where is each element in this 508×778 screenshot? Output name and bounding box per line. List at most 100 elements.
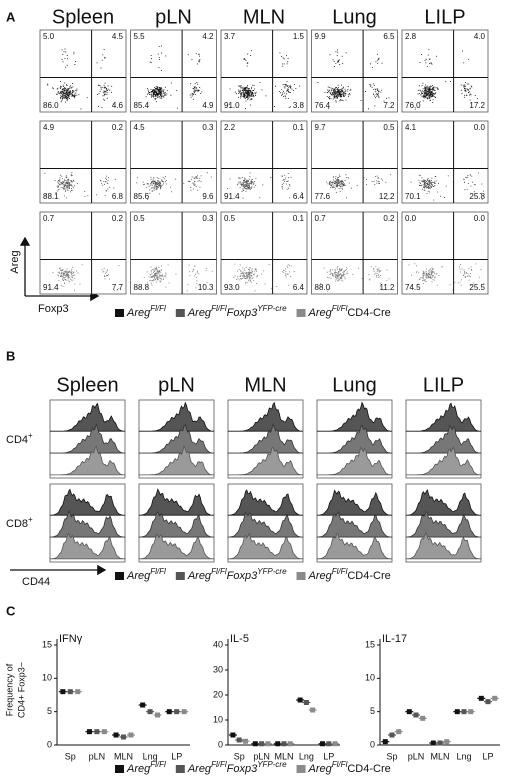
event-dot	[163, 94, 165, 96]
event-dot	[193, 90, 195, 92]
event-dot	[151, 91, 152, 93]
data-point	[128, 732, 134, 738]
event-dot	[424, 186, 426, 188]
event-dot	[428, 277, 430, 279]
event-dot	[429, 90, 431, 92]
event-dot	[433, 88, 435, 90]
dot-plot: 9.9 6.576.4 7.2	[311, 29, 398, 113]
event-dot	[336, 275, 337, 277]
event-dot	[424, 274, 426, 276]
event-dot	[247, 53, 249, 55]
event-dot	[67, 277, 69, 279]
event-dot	[66, 97, 68, 99]
event-dot	[368, 274, 370, 275]
event-dot	[288, 187, 289, 189]
event-dot	[376, 95, 378, 97]
event-dot	[63, 97, 65, 99]
event-dot	[246, 277, 248, 279]
event-dot	[416, 265, 417, 267]
event-dot	[63, 185, 65, 187]
event-dot	[483, 190, 484, 192]
event-dot	[106, 94, 108, 96]
event-dot	[153, 180, 155, 182]
row-text: +	[28, 431, 33, 440]
data-point	[310, 707, 316, 713]
event-dot	[340, 273, 341, 275]
event-dot	[469, 99, 471, 101]
event-dot	[336, 186, 338, 188]
event-dot	[427, 184, 429, 186]
event-dot	[62, 276, 64, 277]
event-dot	[161, 91, 163, 93]
event-dot	[163, 181, 164, 183]
event-dot	[159, 277, 161, 279]
event-dot	[112, 103, 114, 105]
event-dot	[244, 95, 246, 96]
event-dot	[426, 93, 428, 95]
event-dot	[146, 183, 148, 184]
event-dot	[200, 175, 202, 177]
event-dot	[251, 278, 253, 280]
event-dot	[380, 91, 382, 93]
event-dot	[158, 267, 160, 268]
event-dot	[377, 181, 379, 183]
event-dot	[61, 59, 63, 60]
event-dot	[329, 92, 331, 94]
event-dot	[340, 278, 341, 279]
event-dot	[465, 90, 467, 92]
panel-label: A	[6, 9, 16, 24]
event-dot	[193, 177, 195, 179]
event-dot	[344, 185, 346, 186]
quadrant-value: 1.5	[293, 32, 305, 41]
event-dot	[433, 271, 435, 273]
event-dot	[429, 184, 431, 186]
quadrant-value: 7.7	[112, 283, 124, 292]
event-dot	[341, 55, 343, 57]
event-dot	[69, 92, 71, 94]
event-dot	[339, 100, 341, 102]
event-dot	[159, 275, 161, 277]
event-dot	[344, 278, 346, 280]
event-dot	[158, 193, 160, 195]
legend-text: Foxp3	[227, 307, 258, 319]
quadrant-value: 85.6	[134, 192, 150, 201]
event-dot	[289, 184, 291, 185]
event-dot	[290, 276, 291, 278]
event-dot	[461, 279, 462, 281]
event-dot	[375, 89, 376, 91]
event-dot	[161, 274, 163, 276]
histogram	[50, 402, 126, 432]
event-dot	[330, 187, 331, 189]
event-dot	[335, 97, 337, 99]
event-dot	[245, 180, 247, 182]
event-dot	[471, 270, 473, 271]
event-dot	[427, 182, 429, 184]
event-dot	[426, 277, 428, 279]
event-dot	[445, 185, 447, 187]
event-dot	[159, 89, 161, 91]
event-dot	[418, 179, 420, 181]
histogram-stack	[405, 483, 482, 563]
event-dot	[430, 182, 432, 183]
event-dot	[154, 184, 156, 186]
event-dot	[164, 93, 166, 95]
event-dot	[60, 284, 62, 286]
event-dot	[197, 89, 199, 91]
plot-frame	[220, 29, 308, 113]
event-dot	[211, 270, 213, 272]
event-dot	[418, 184, 420, 186]
event-dot	[425, 270, 427, 272]
event-dot	[149, 192, 151, 194]
histogram-stack	[227, 399, 304, 479]
event-dot	[429, 94, 431, 96]
quadrant-value: 0.0	[405, 214, 417, 223]
event-dot	[429, 92, 430, 94]
event-dot	[342, 93, 344, 94]
event-dot	[343, 91, 345, 93]
event-dot	[426, 97, 428, 99]
event-dot	[55, 93, 57, 95]
event-dot	[348, 94, 350, 96]
event-dot	[244, 88, 246, 90]
event-dot	[105, 181, 106, 183]
event-dot	[71, 175, 73, 176]
